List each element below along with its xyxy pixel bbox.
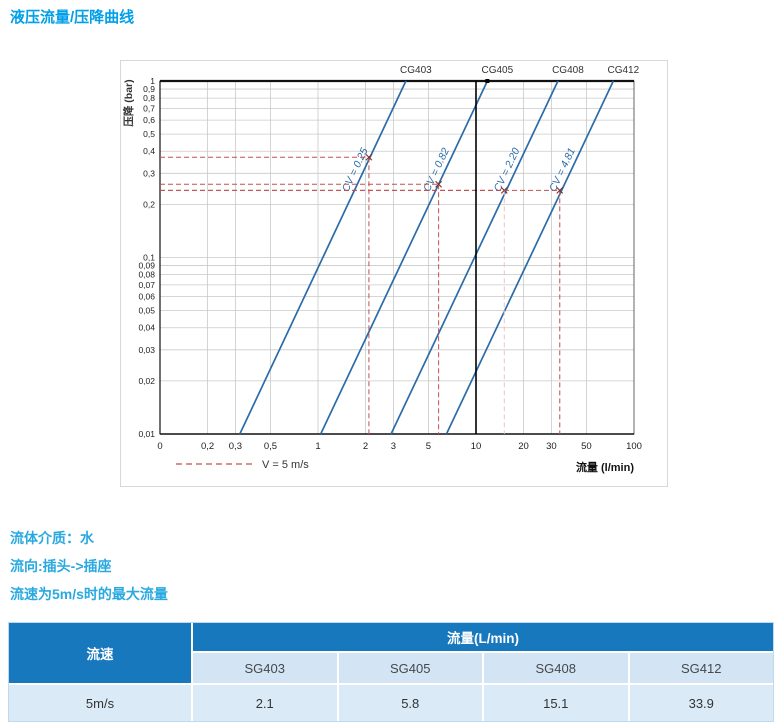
vmax-guides bbox=[160, 153, 564, 434]
model-label-CG412: CG412 bbox=[607, 65, 639, 76]
model-label-CG403: CG403 bbox=[400, 65, 432, 76]
svg-text:0,4: 0,4 bbox=[143, 146, 155, 156]
svg-text:0,6: 0,6 bbox=[143, 115, 155, 125]
svg-text:5: 5 bbox=[426, 441, 431, 452]
speed-header-cell: 流速 bbox=[9, 623, 191, 683]
svg-text:0,07: 0,07 bbox=[138, 280, 155, 290]
svg-text:30: 30 bbox=[546, 441, 557, 452]
svg-text:0,2: 0,2 bbox=[201, 441, 214, 452]
svg-text:0,5: 0,5 bbox=[143, 129, 155, 139]
model-header-sg412: SG412 bbox=[629, 653, 773, 683]
model-header-sg405: SG405 bbox=[338, 653, 482, 683]
cv-label: CV = 0.25 bbox=[340, 146, 371, 194]
svg-text:0,03: 0,03 bbox=[138, 345, 155, 355]
svg-text:1: 1 bbox=[315, 441, 320, 452]
model-label-CG408: CG408 bbox=[552, 65, 584, 76]
speed-value-cell: 5m/s bbox=[9, 685, 191, 721]
model-label-CG405: CG405 bbox=[482, 65, 514, 76]
flow-value-sg405: 5.8 bbox=[338, 685, 482, 721]
gridlines bbox=[160, 81, 634, 434]
svg-text:0,08: 0,08 bbox=[138, 270, 155, 280]
svg-text:0: 0 bbox=[157, 441, 162, 452]
note-max-flow-caption: 流速为5m/s时的最大流量 bbox=[10, 586, 168, 602]
chart-figure: CV = 0.25 CG403 CV = 0.82 CG405 CV = 2.20 CG4… bbox=[120, 60, 668, 487]
model-header-sg403: SG403 bbox=[193, 653, 337, 683]
notes-block: 流体介质：水 流向:插头->插座 流速为5m/s时的最大流量 bbox=[10, 524, 168, 608]
svg-text:0,8: 0,8 bbox=[143, 93, 155, 103]
cv-curve-CG408 bbox=[390, 80, 559, 435]
flow-value-sg408: 15.1 bbox=[484, 685, 628, 721]
flow-value-sg412: 33.9 bbox=[629, 685, 773, 721]
svg-text:0,2: 0,2 bbox=[143, 199, 155, 209]
svg-text:10: 10 bbox=[471, 441, 482, 452]
flow-value-sg403: 2.1 bbox=[193, 685, 337, 721]
cv-label: CV = 2.20 bbox=[492, 146, 523, 194]
axis-tick-labels: 10,90,80,70,60,50,40,30,20,10,090,080,07… bbox=[138, 76, 641, 452]
svg-text:100: 100 bbox=[626, 441, 642, 452]
svg-text:0,1: 0,1 bbox=[143, 253, 155, 263]
svg-text:0,5: 0,5 bbox=[264, 441, 277, 452]
svg-text:0,9: 0,9 bbox=[143, 84, 155, 94]
svg-text:0,04: 0,04 bbox=[138, 323, 155, 333]
cv-curve-CG403 bbox=[239, 80, 407, 435]
x-axis-title: 流量 (l/min) bbox=[576, 460, 634, 474]
svg-text:0,02: 0,02 bbox=[138, 376, 155, 386]
cv-curve-CG405 bbox=[319, 80, 489, 435]
svg-text:0,3: 0,3 bbox=[143, 168, 155, 178]
plot-border bbox=[159, 79, 635, 435]
page-title: 液压流量/压降曲线 bbox=[10, 9, 135, 26]
svg-text:2: 2 bbox=[363, 441, 368, 452]
legend-label: V = 5 m/s bbox=[262, 459, 309, 471]
y-axis-title: 压降 (bar) bbox=[122, 79, 135, 126]
note-flow-direction: 流向:插头->插座 bbox=[10, 558, 112, 574]
svg-text:0,01: 0,01 bbox=[138, 429, 155, 439]
model-header-sg408: SG408 bbox=[484, 653, 628, 683]
svg-text:20: 20 bbox=[518, 441, 529, 452]
cv-curve-CG412 bbox=[445, 80, 615, 435]
flow-table: 流速 流量(L/min) SG403 SG405 SG408 SG412 5m/… bbox=[8, 622, 774, 722]
svg-text:0,09: 0,09 bbox=[138, 261, 155, 271]
note-fluid-medium: 流体介质：水 bbox=[10, 530, 94, 546]
top-marker bbox=[485, 79, 490, 83]
svg-text:1: 1 bbox=[150, 76, 155, 86]
svg-text:3: 3 bbox=[391, 441, 396, 452]
svg-text:0,06: 0,06 bbox=[138, 292, 155, 302]
svg-text:50: 50 bbox=[581, 441, 592, 452]
flow-group-header-cell: 流量(L/min) bbox=[193, 623, 773, 651]
legend: V = 5 m/s bbox=[176, 459, 309, 471]
svg-text:0,7: 0,7 bbox=[143, 103, 155, 113]
svg-text:0,3: 0,3 bbox=[229, 441, 242, 452]
svg-text:0,05: 0,05 bbox=[138, 306, 155, 316]
